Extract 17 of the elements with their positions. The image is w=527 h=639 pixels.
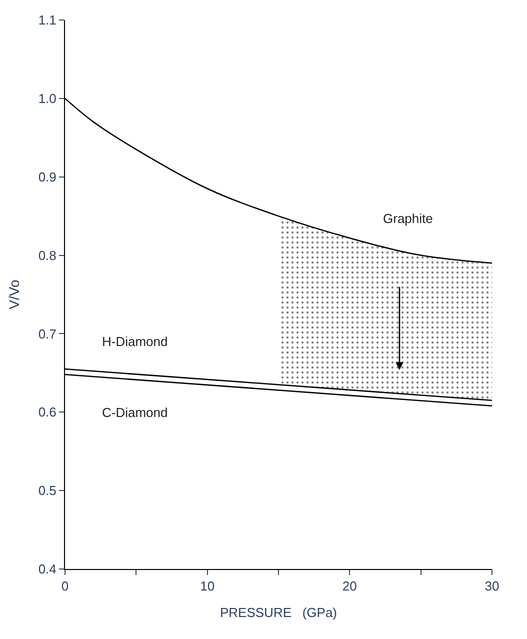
- series-label: H-Diamond: [102, 334, 168, 349]
- x-tick-label: 10: [200, 578, 215, 594]
- x-tick-label: 30: [484, 578, 500, 594]
- y-tick-label: 0.8: [38, 248, 56, 263]
- x-tick-label: 0: [61, 578, 69, 594]
- y-tick-label: 0.7: [38, 326, 56, 342]
- y-tick-label: 0.4: [38, 562, 56, 577]
- y-tick-label: 0.5: [38, 483, 56, 498]
- y-tick-label: 0.6: [38, 404, 56, 420]
- y-tick-label: 1.0: [38, 90, 56, 106]
- y-tick-label: 1.1: [38, 12, 56, 28]
- y-axis-title: V/Vo: [6, 280, 22, 310]
- y-tick-label: 0.9: [38, 169, 56, 184]
- series-label: C-Diamond: [102, 405, 168, 420]
- series-label: Graphite: [383, 211, 433, 226]
- x-axis-title: PRESSURE (GPa): [220, 605, 338, 620]
- x-tick-label: 20: [342, 578, 357, 594]
